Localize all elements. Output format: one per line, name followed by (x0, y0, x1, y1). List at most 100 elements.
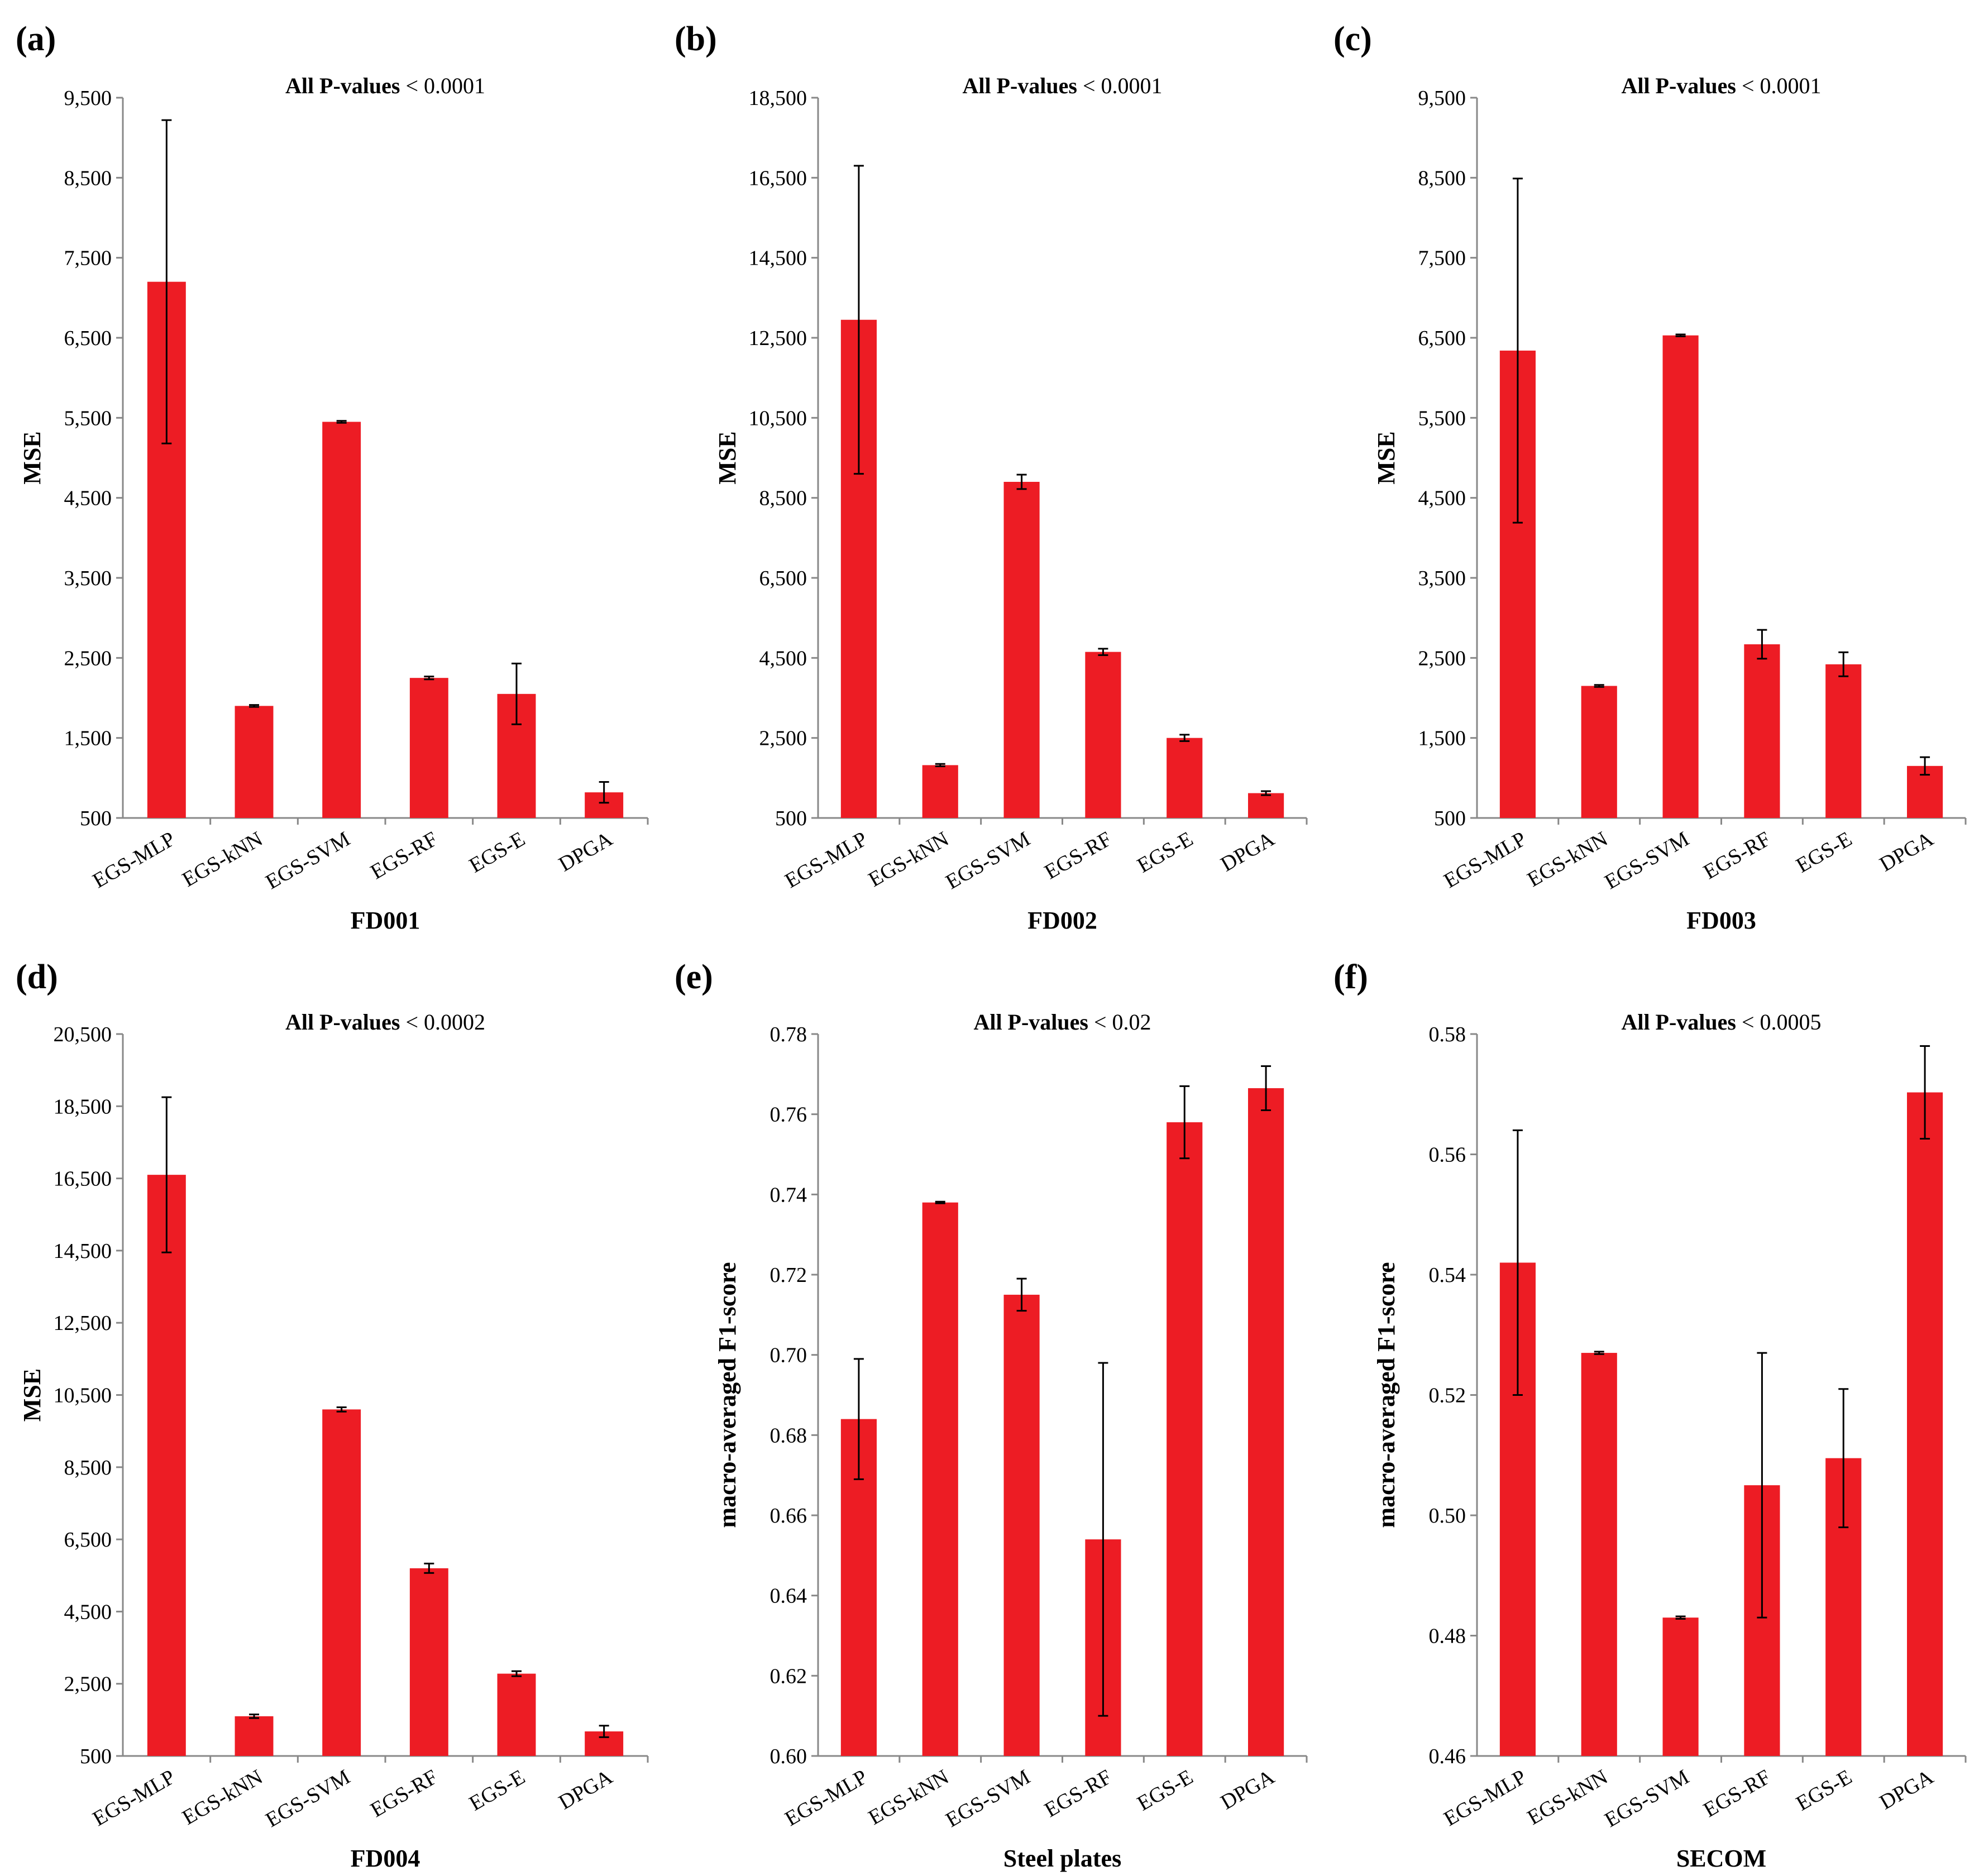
panel-label: (d) (16, 958, 58, 996)
panel-a: (a) All P-values < 0.0001 500 1,500 2,500 3,5… (16, 20, 649, 934)
error-bar (1920, 1045, 1930, 1140)
y-tick-label: 18,500 (749, 87, 807, 110)
x-tick-label: EGS-MLP (89, 827, 179, 893)
x-tick-label: DPGA (1217, 827, 1279, 876)
x-tick-label: EGS-SVM (942, 1765, 1034, 1832)
chart-title: All P-values < 0.0001 (1621, 73, 1821, 98)
y-axis-label: MSE (1373, 431, 1400, 484)
error-bar (935, 763, 945, 768)
title-bold: All P-values (1621, 73, 1736, 98)
x-axis-label: Steel plates (1003, 1845, 1121, 1872)
x-axis-label: FD003 (1686, 907, 1756, 934)
chart-title: All P-values < 0.0005 (1621, 1009, 1821, 1035)
y-tick-label: 3,500 (64, 567, 112, 590)
title-bold: All P-values (1621, 1009, 1736, 1035)
bar-egs-mlp (147, 1175, 186, 1756)
error-bar (1016, 1277, 1027, 1312)
chart-title: All P-values < 0.02 (973, 1009, 1151, 1035)
panel-label: (c) (1333, 20, 1372, 58)
error-bar (935, 1200, 945, 1204)
y-tick-label: 12,500 (749, 327, 807, 350)
x-tick-label: EGS-MLP (1440, 1765, 1531, 1831)
error-bar (1179, 1085, 1190, 1160)
title-bold: All P-values (962, 73, 1077, 98)
bar-egs-knn (235, 706, 274, 818)
y-tick-label: 0.68 (770, 1424, 807, 1447)
title-threshold: < 0.0001 (1077, 73, 1163, 98)
x-tick-label: EGS-MLP (89, 1765, 179, 1831)
x-tick-label: EGS-kNN (864, 827, 953, 892)
error-bar (1757, 629, 1767, 660)
error-bar (1838, 651, 1849, 677)
y-tick-label: 3,500 (1418, 567, 1466, 590)
panel-b: (b) All P-values < 0.0001 500 2,500 4,500 6,5… (675, 20, 1308, 934)
error-bar (249, 1714, 259, 1719)
y-tick-label: 0.62 (770, 1664, 807, 1688)
x-tick-label: DPGA (555, 827, 617, 876)
y-tick-label: 9,500 (1418, 87, 1466, 110)
chart-title: All P-values < 0.0001 (962, 73, 1162, 98)
panel-label: (b) (675, 20, 717, 58)
y-tick-label: 8,500 (64, 166, 112, 190)
x-tick-label: EGS-E (1792, 1765, 1856, 1815)
error-bar (599, 1725, 609, 1738)
x-tick-label: EGS-MLP (781, 1765, 872, 1831)
y-tick-label: 1,500 (1418, 727, 1466, 750)
error-bar (1920, 756, 1930, 776)
bar-egs-rf (409, 678, 448, 818)
x-tick-label: EGS-SVM (1601, 1765, 1693, 1832)
bar-egs-e (1167, 1122, 1203, 1756)
y-tick-label: 8,500 (759, 487, 807, 510)
x-tick-label: EGS-kNN (178, 1765, 266, 1830)
panel-d: (d) All P-values < 0.0002 500 2,500 4,500 6,5… (16, 958, 649, 1872)
bar-egs-knn (1581, 1353, 1617, 1756)
y-tick-label: 0.56 (1429, 1143, 1466, 1167)
x-tick-label: EGS-E (1134, 1765, 1197, 1815)
y-tick-label: 0.74 (770, 1183, 807, 1207)
bar-egs-rf (409, 1568, 448, 1756)
error-bar (512, 662, 522, 725)
y-tick-label: 0.78 (770, 1023, 807, 1046)
title-threshold: < 0.02 (1088, 1009, 1151, 1035)
error-bar (1098, 1362, 1108, 1717)
title-threshold: < 0.0002 (400, 1009, 485, 1035)
error-bar (336, 420, 347, 424)
x-tick-label: EGS-kNN (1523, 827, 1612, 892)
panel-e: (e) All P-values < 0.02 0.60 0.62 0.64 0.66 0.… (675, 958, 1308, 1872)
bar-egs-e (497, 1673, 536, 1756)
y-tick-label: 2,500 (759, 727, 807, 750)
y-tick-label: 12,500 (54, 1312, 112, 1335)
y-tick-label: 7,500 (1418, 247, 1466, 270)
bar-egs-rf (1744, 644, 1780, 818)
x-axis-label: FD004 (351, 1845, 420, 1872)
error-bar (1179, 734, 1190, 742)
x-tick-label: EGS-kNN (178, 827, 266, 892)
x-tick-label: EGS-SVM (262, 1765, 354, 1832)
y-tick-label: 0.70 (770, 1344, 807, 1367)
bar-egs-svm (1662, 335, 1699, 818)
y-tick-label: 10,500 (54, 1384, 112, 1408)
y-tick-label: 1,500 (64, 727, 112, 750)
y-tick-label: 6,500 (64, 1528, 112, 1552)
y-tick-label: 14,500 (54, 1240, 112, 1263)
x-tick-label: EGS-E (1792, 827, 1856, 877)
y-tick-label: 5,500 (1418, 406, 1466, 430)
title-threshold: < 0.0005 (1736, 1009, 1822, 1035)
bar-egs-knn (922, 765, 958, 818)
y-tick-label: 0.64 (770, 1585, 807, 1608)
y-axis-label: MSE (714, 431, 741, 484)
error-bar (1016, 473, 1027, 490)
title-threshold: < 0.0001 (400, 73, 485, 98)
y-tick-label: 8,500 (1418, 166, 1466, 190)
y-axis-label: macro-averaged F1-score (1373, 1262, 1400, 1528)
error-bar (1757, 1352, 1767, 1619)
title-bold: All P-values (285, 1009, 400, 1035)
y-tick-label: 10,500 (749, 406, 807, 430)
y-tick-label: 500 (80, 807, 112, 830)
y-tick-label: 6,500 (64, 327, 112, 350)
bar-egs-svm (322, 422, 361, 818)
y-tick-label: 8,500 (64, 1456, 112, 1480)
x-tick-label: EGS-kNN (864, 1765, 953, 1830)
x-tick-label: EGS-SVM (262, 827, 354, 894)
x-tick-label: EGS-kNN (1523, 1765, 1612, 1830)
